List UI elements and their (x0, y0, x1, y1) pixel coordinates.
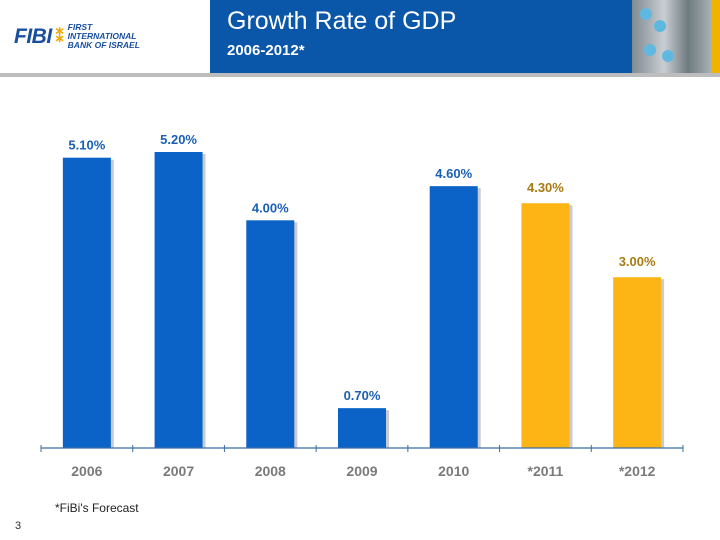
data-label: 5.20% (160, 132, 197, 147)
x-tick-label: 2008 (255, 463, 286, 479)
forecast-note: *FiBi's Forecast (55, 501, 139, 515)
slide-title: Growth Rate of GDP (227, 7, 457, 35)
data-label: 5.10% (68, 138, 105, 153)
accent-strip (712, 0, 720, 73)
logo-text: FIBI (14, 24, 52, 48)
x-tick-label: 2010 (438, 463, 469, 479)
bar-2010 (429, 186, 478, 448)
data-label: 0.70% (344, 388, 381, 403)
header-photo (632, 0, 712, 73)
header-divider (0, 73, 720, 77)
data-label: 4.60% (435, 166, 472, 181)
page-number: 3 (15, 520, 22, 532)
x-tick-label: 2007 (163, 463, 194, 479)
title-banner: Growth Rate of GDP 2006-2012* (210, 0, 632, 73)
data-label: 4.30% (527, 180, 564, 195)
slide-subtitle: 2006-2012* (227, 42, 305, 59)
x-tick-label: *2012 (619, 463, 656, 479)
bar-2006 (62, 157, 111, 448)
bar-2012 (613, 277, 662, 448)
logo-mark-icon: ⁑ (55, 28, 64, 46)
fibi-logo: FIBI ⁑ FIRST INTERNATIONAL BANK OF ISRAEL (0, 0, 207, 73)
x-tick-label: 2009 (346, 463, 377, 479)
bar-2008 (246, 220, 295, 448)
x-tick-label: *2011 (528, 463, 564, 479)
bar-2009 (338, 408, 386, 448)
x-tick-label: 2006 (71, 463, 102, 479)
bar-2011 (521, 203, 570, 448)
bank-name: FIRST INTERNATIONAL BANK OF ISRAEL (67, 22, 140, 50)
bar-2007 (154, 152, 203, 448)
data-label: 4.00% (252, 200, 289, 215)
data-label: 3.00% (619, 254, 656, 269)
